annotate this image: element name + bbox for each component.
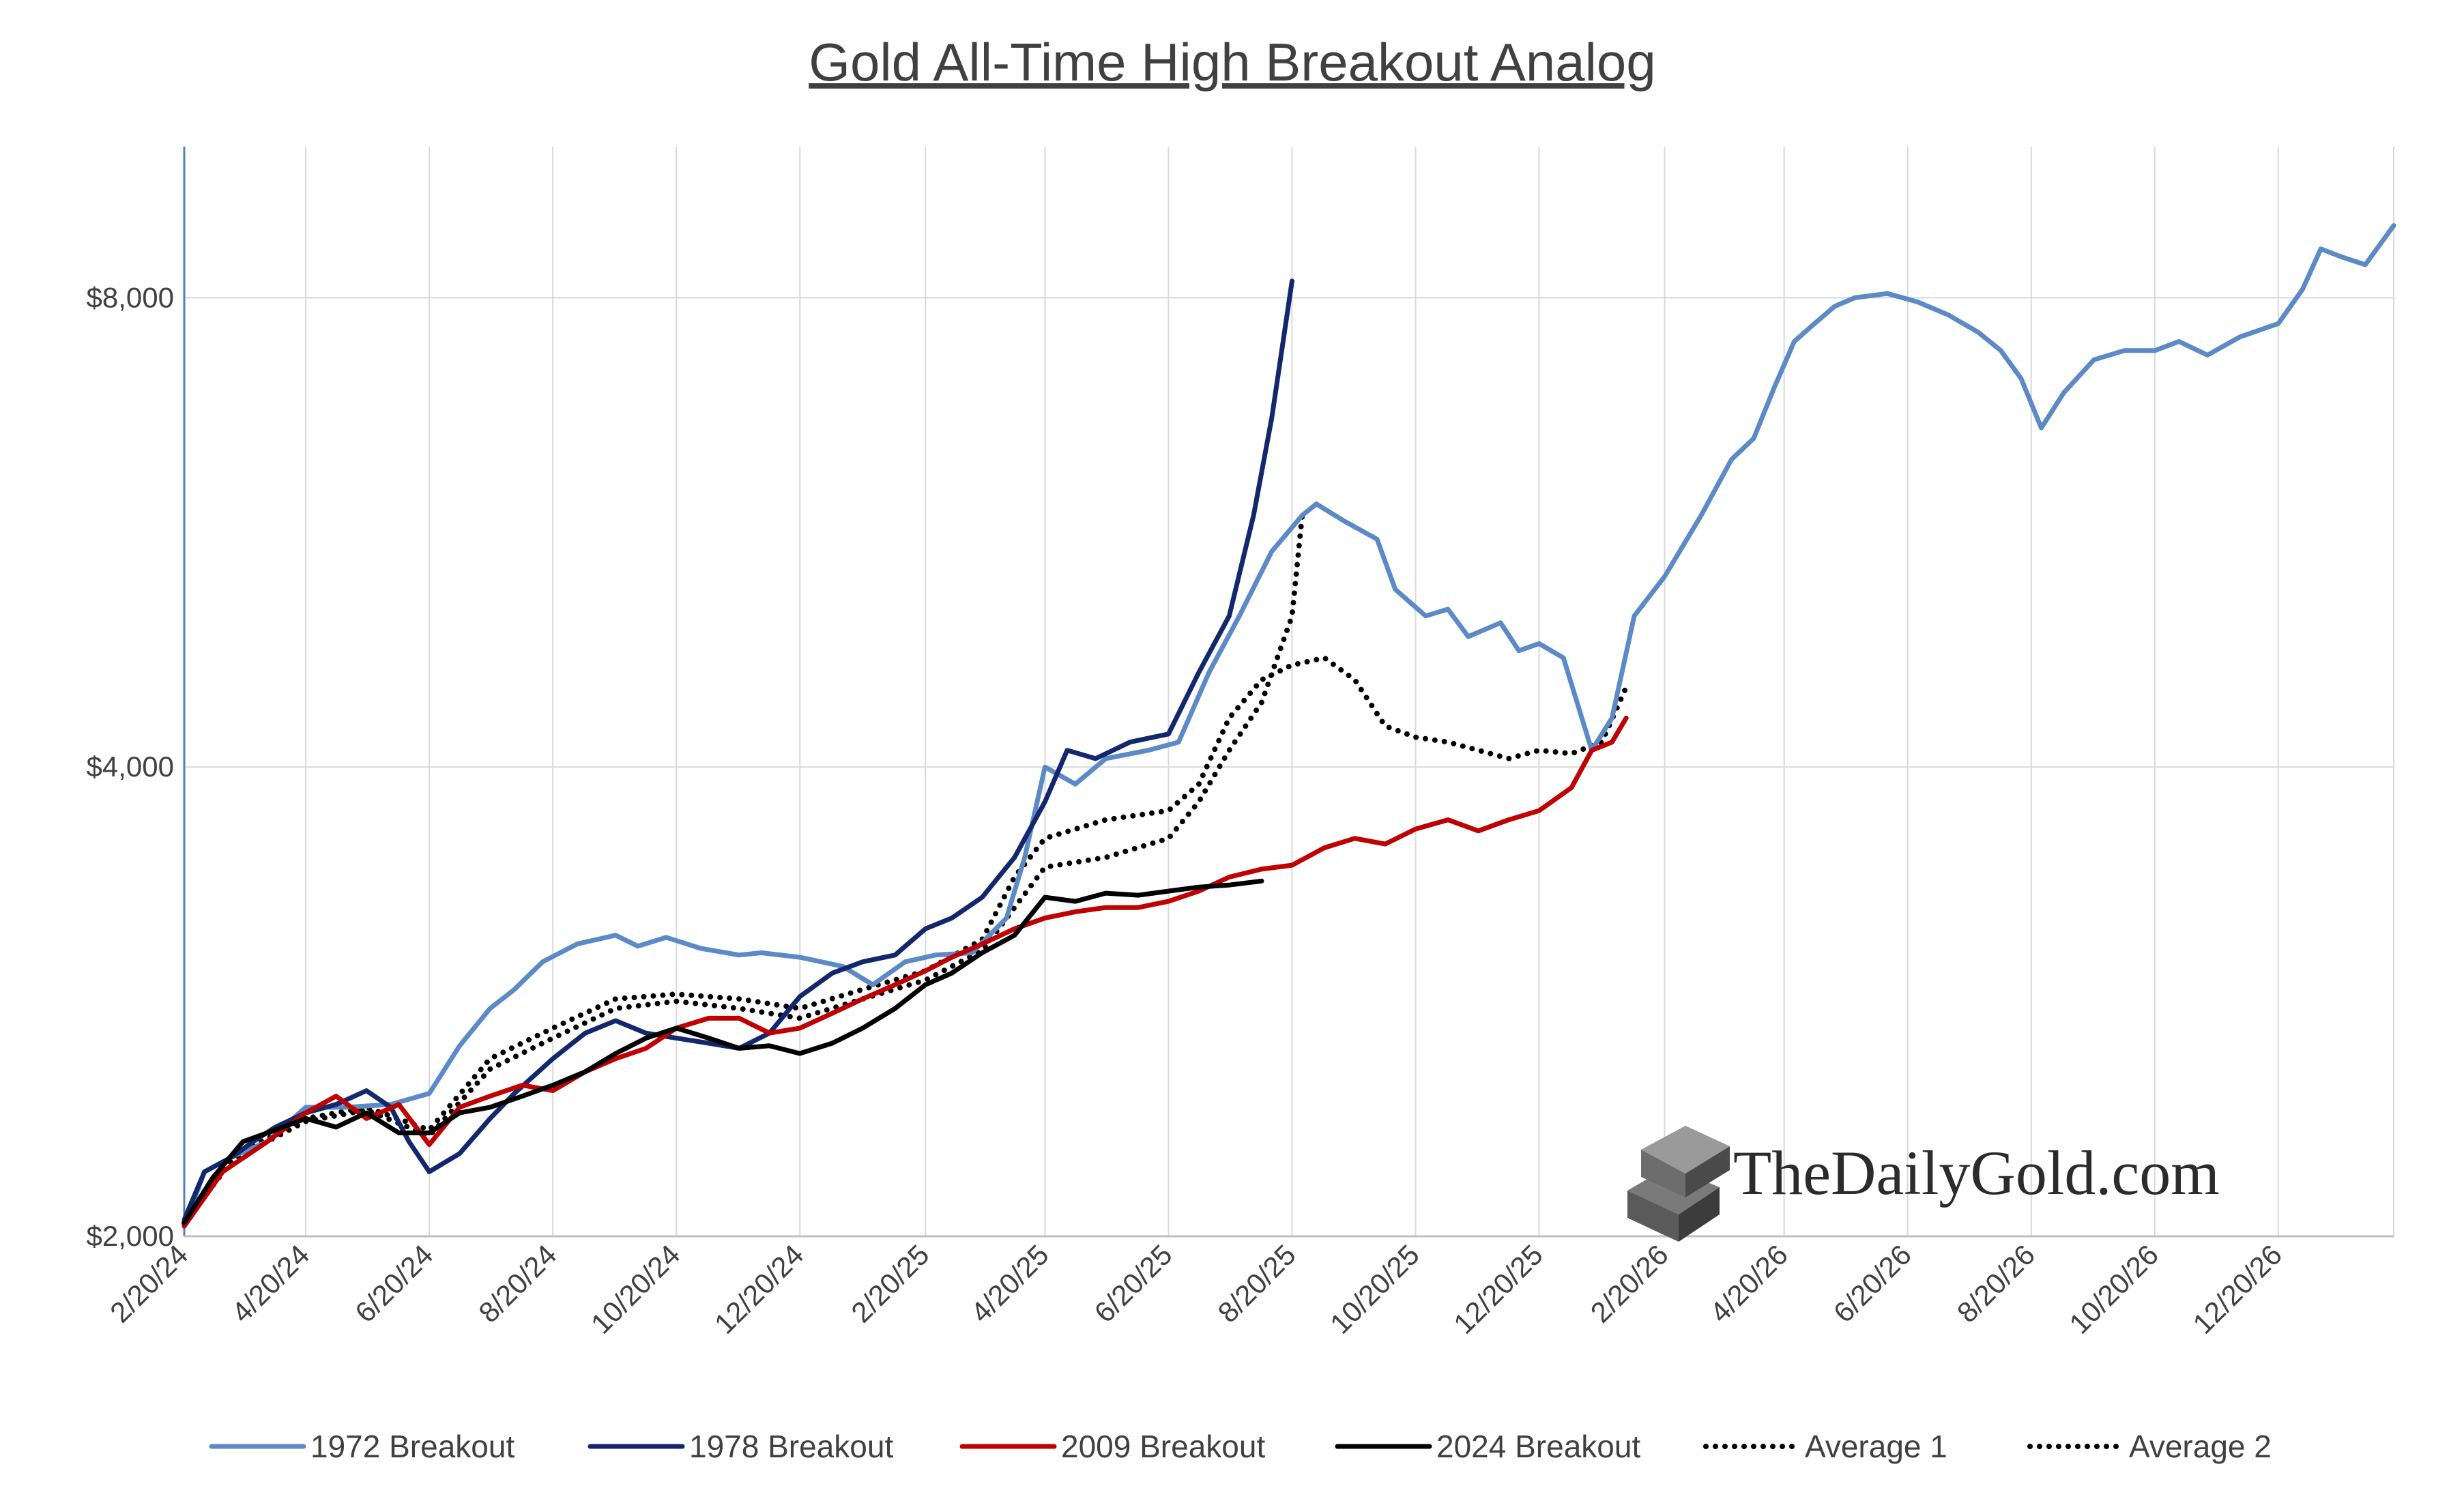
legend-label-2024-breakout: 2024 Breakout xyxy=(1436,1429,1640,1464)
legend-label-1978-breakout: 1978 Breakout xyxy=(689,1429,893,1464)
y-axis-ticks: $2,000 $4,000 $8,000 xyxy=(87,281,174,1252)
gold-bars-icon xyxy=(1627,1126,1730,1242)
series-line-1972-breakout xyxy=(182,223,2396,1229)
axes xyxy=(183,147,2394,1238)
watermark-text: TheDailyGold.com xyxy=(1733,1138,2220,1208)
series-line-average-1 xyxy=(182,655,1629,1226)
series-line-2024-breakout xyxy=(182,878,1264,1225)
series-layer xyxy=(182,223,2396,1229)
y-tick-label: $8,000 xyxy=(87,281,174,313)
legend-label-1972-breakout: 1972 Breakout xyxy=(310,1429,514,1464)
y-tick-label: $2,000 xyxy=(87,1220,174,1252)
chart-title: Gold All-Time High Breakout Analog xyxy=(809,32,1655,92)
legend-label-2009-breakout: 2009 Breakout xyxy=(1061,1429,1265,1464)
legend-label-average-2: Average 2 xyxy=(2129,1429,2272,1464)
legend: 1972 Breakout 1978 Breakout 2009 Breakout 2… xyxy=(209,1429,2272,1464)
watermark: TheDailyGold.com xyxy=(1627,1126,2220,1242)
y-tick-label: $4,000 xyxy=(87,750,174,783)
legend-label-average-1: Average 1 xyxy=(1805,1429,1947,1464)
series-line-1978-breakout xyxy=(182,278,1294,1222)
